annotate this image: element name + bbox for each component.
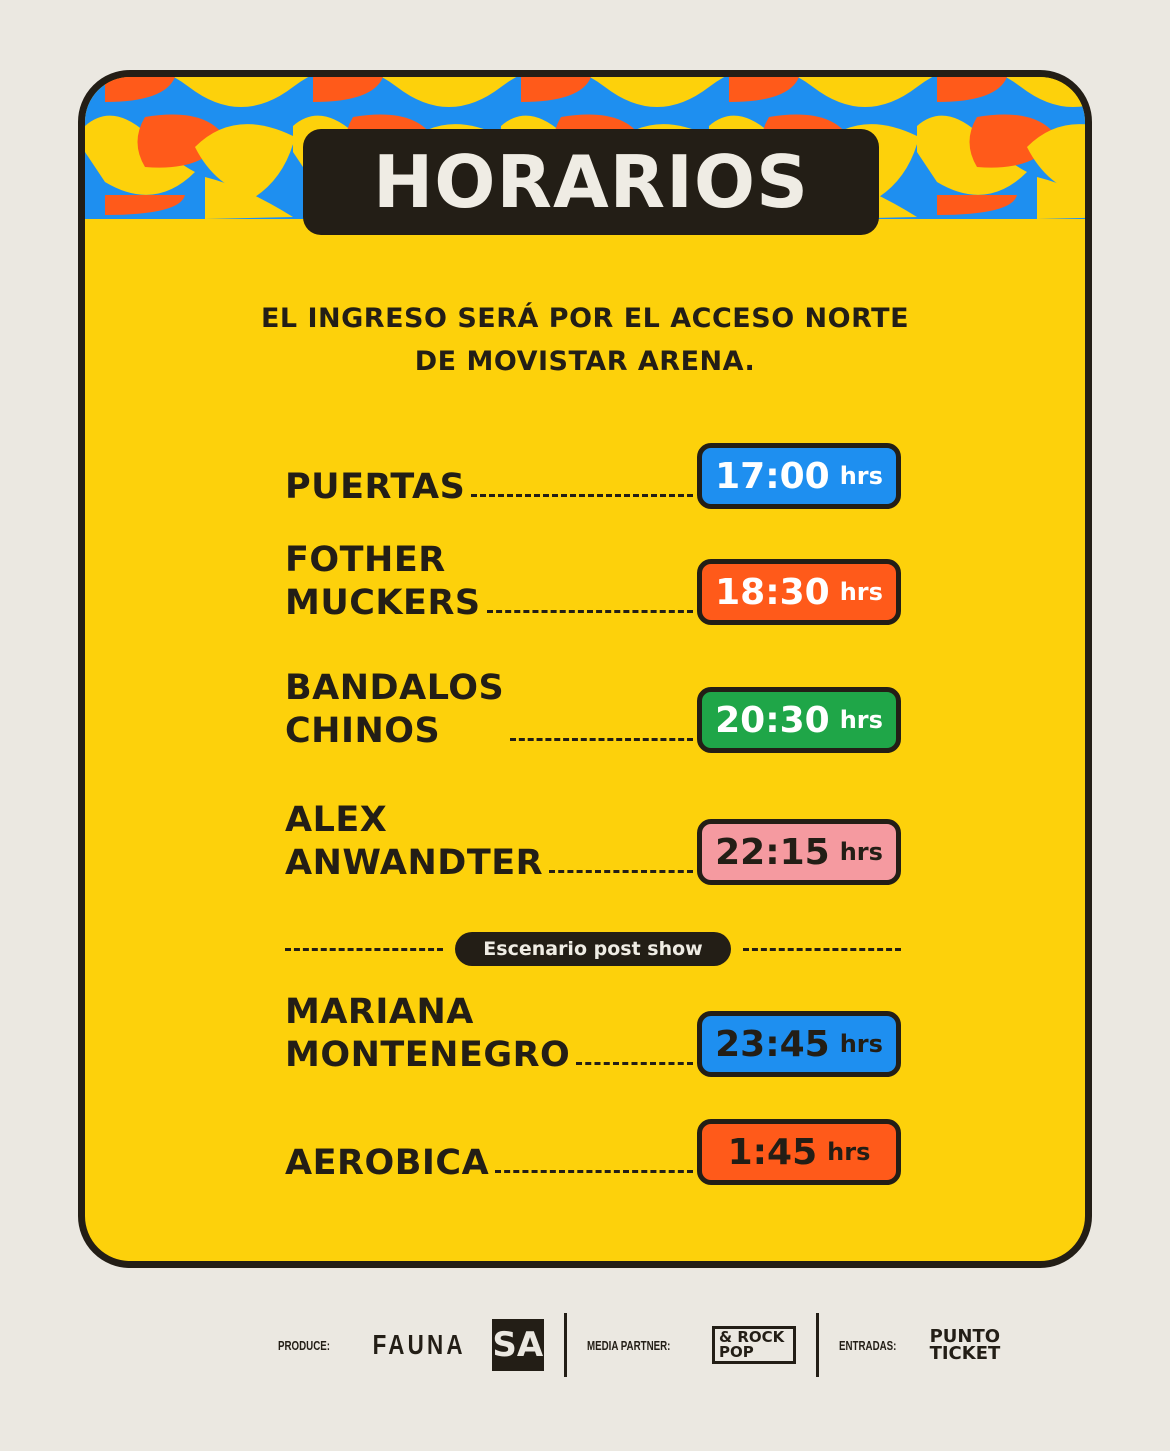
time-value: 18:30 [715, 571, 830, 613]
act-name: BANDALOS CHINOS [285, 668, 505, 751]
time-badge: 22:15 hrs [697, 819, 901, 885]
dashed-leader [471, 494, 693, 497]
schedule-row: AEROBICA 1:45 hrs [285, 1119, 901, 1185]
schedule-row: PUERTAS 17:00 hrs [285, 443, 901, 509]
dashed-leader [510, 738, 693, 741]
media-partner-label: MEDIA PARTNER: [586, 1337, 671, 1353]
divider [816, 1313, 820, 1377]
puntoticket-logo: PUNTO TICKET [929, 1326, 1001, 1364]
dashed-line [742, 947, 901, 951]
time-badge: 18:30 hrs [697, 559, 901, 625]
schedule-row: ALEX ANWANDTER 22:15 hrs [285, 799, 901, 885]
divider [563, 1313, 567, 1377]
time-value: 22:15 [715, 831, 830, 873]
time-value: 17:00 [715, 455, 830, 497]
time-unit: hrs [839, 1030, 883, 1058]
entradas-label: ENTRADAS: [839, 1337, 897, 1353]
fauna-logo: FAUNA [372, 1329, 467, 1360]
time-unit: hrs [839, 578, 883, 606]
time-unit: hrs [827, 1138, 871, 1166]
title-box: HORARIOS [303, 129, 879, 235]
rock-and-pop-logo: & ROCK POP [712, 1326, 797, 1364]
entry-notice-line: DE MOVISTAR ARENA. [414, 346, 756, 377]
act-name: FOTHER MUCKERS [285, 540, 481, 623]
footer-sponsors: PRODUCE: FAUNA SA MEDIA PARTNER: & ROCK … [278, 1310, 1014, 1380]
dashed-leader [576, 1062, 693, 1065]
act-name: ALEX ANWANDTER [285, 800, 544, 883]
page-title: HORARIOS [373, 140, 809, 224]
dashed-leader [495, 1170, 693, 1173]
time-badge: 1:45 hrs [697, 1119, 901, 1185]
time-unit: hrs [839, 838, 883, 866]
post-show-divider: Escenario post show [285, 932, 901, 966]
act-name: AEROBICA [285, 1143, 490, 1183]
post-show-label: Escenario post show [455, 932, 731, 966]
produce-label: PRODUCE: [278, 1337, 331, 1353]
act-name: PUERTAS [285, 467, 466, 507]
dashed-leader [549, 870, 693, 873]
time-badge: 23:45 hrs [697, 1011, 901, 1077]
time-badge: 17:00 hrs [697, 443, 901, 509]
sa-producciones-logo: SA [491, 1319, 544, 1371]
entry-notice: EL INGRESO SERÁ POR EL ACCESO NORTE DE M… [85, 297, 1085, 383]
dashed-leader [486, 610, 693, 613]
schedule-row: FOTHER MUCKERS 18:30 hrs [285, 539, 901, 625]
schedule-row: BANDALOS CHINOS 20:30 hrs [285, 667, 901, 753]
entry-notice-line: EL INGRESO SERÁ POR EL ACCESO NORTE [260, 303, 910, 334]
time-value: 1:45 [727, 1131, 818, 1173]
time-value: 20:30 [715, 699, 830, 741]
schedule-row: MARIANA MONTENEGRO 23:45 hrs [285, 991, 901, 1077]
schedule-card: HORARIOS EL INGRESO SERÁ POR EL ACCESO N… [78, 70, 1092, 1268]
time-unit: hrs [839, 462, 883, 490]
time-badge: 20:30 hrs [697, 687, 901, 753]
act-name: MARIANA MONTENEGRO [285, 992, 571, 1075]
time-unit: hrs [839, 706, 883, 734]
time-value: 23:45 [715, 1023, 830, 1065]
dashed-line [285, 947, 444, 951]
